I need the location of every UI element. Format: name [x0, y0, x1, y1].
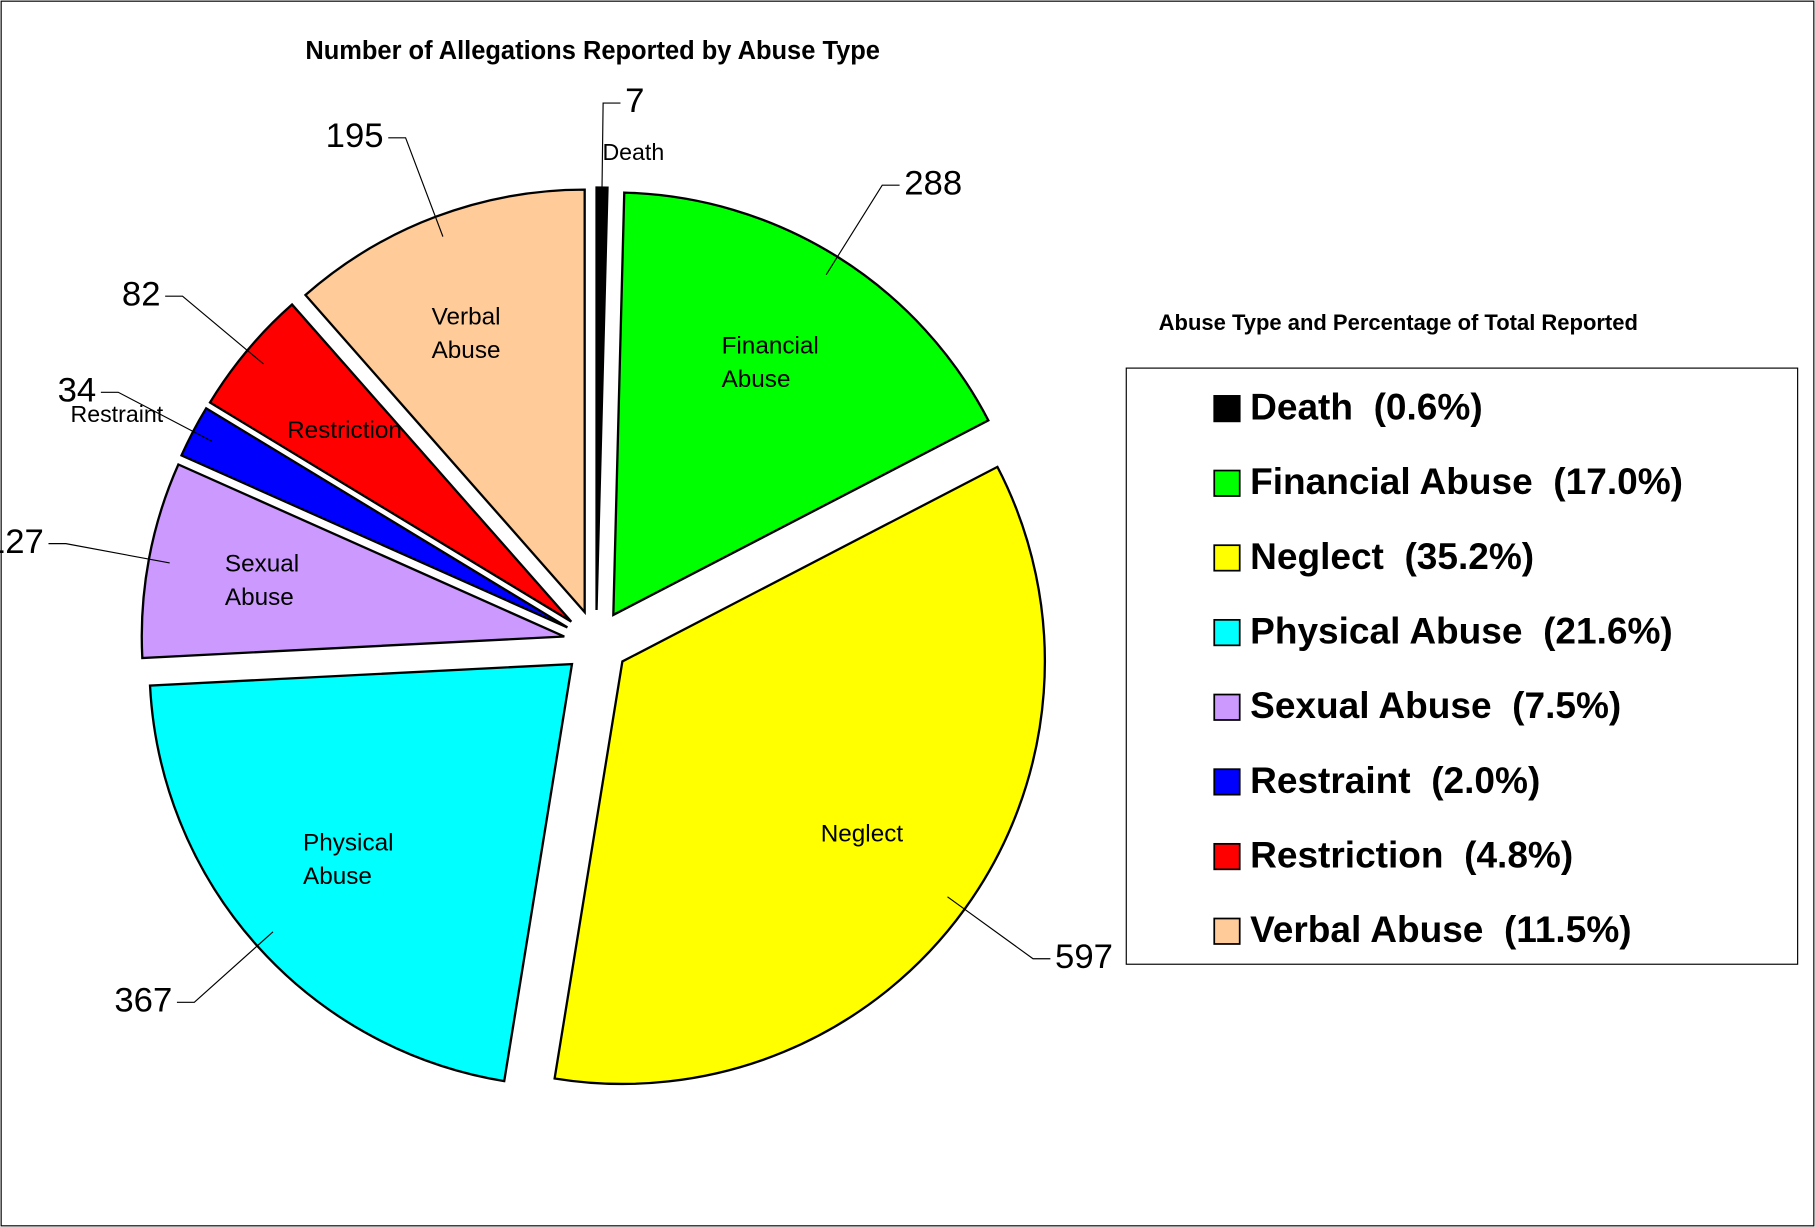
legend-swatch [1213, 693, 1241, 721]
legend-label: Restriction (4.8%) [1250, 834, 1573, 876]
value-label: 367 [114, 981, 172, 1019]
slice-label: Sexual Abuse [225, 551, 299, 612]
legend-label: Neglect (35.2%) [1250, 535, 1534, 577]
leader-line [601, 102, 621, 209]
chart-title: Number of Allegations Reported by Abuse … [305, 37, 880, 65]
slice-label: Restraint [71, 401, 164, 427]
leader-line [48, 543, 170, 564]
value-label: 82 [122, 275, 161, 313]
slice-label: Restriction [287, 417, 402, 444]
slice-label: Neglect [821, 820, 904, 847]
leader-line [947, 896, 1051, 960]
leader-line [825, 184, 900, 276]
legend-swatch [1213, 395, 1241, 423]
leader-line [165, 295, 264, 365]
legend-swatch [1213, 544, 1241, 572]
legend-label: Sexual Abuse (7.5%) [1250, 684, 1621, 726]
value-label: 195 [326, 117, 384, 155]
legend-swatch [1213, 842, 1241, 871]
value-label: 127 [0, 523, 44, 561]
slice-label: Physical Abuse [303, 830, 393, 891]
legend-label: Financial Abuse (17.0%) [1250, 460, 1683, 502]
legend-swatch [1213, 618, 1241, 647]
slice-label: Financial Abuse [722, 333, 819, 394]
legend-label: Restraint (2.0%) [1250, 759, 1540, 801]
legend-label: Verbal Abuse (11.5%) [1250, 908, 1631, 950]
value-label: 288 [904, 164, 962, 202]
value-label: 34 [58, 371, 97, 409]
leader-line [176, 931, 274, 1003]
value-label: 597 [1055, 938, 1113, 976]
slice-label: Verbal Abuse [432, 304, 501, 365]
leader-line [388, 137, 444, 237]
legend-title: Abuse Type and Percentage of Total Repor… [1159, 310, 1638, 335]
leader-line [100, 391, 213, 442]
slice-label: Death [602, 139, 664, 165]
legend-swatch [1213, 917, 1241, 945]
legend-label: Physical Abuse (21.6%) [1250, 610, 1673, 652]
legend-swatch [1213, 469, 1241, 497]
legend-swatch [1213, 768, 1241, 796]
value-label: 7 [625, 82, 644, 120]
legend-label: Death (0.6%) [1250, 386, 1483, 428]
